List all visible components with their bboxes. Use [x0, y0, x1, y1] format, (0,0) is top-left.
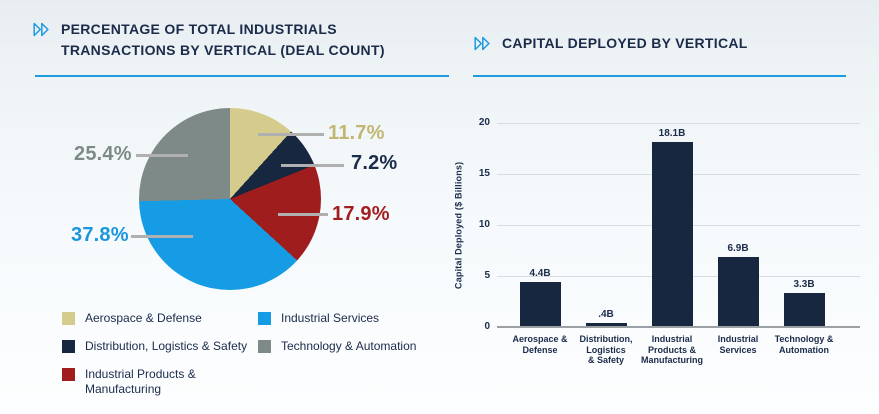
legend-swatch: [62, 312, 75, 325]
bar: [651, 142, 693, 327]
double-chevron-icon: [33, 22, 51, 42]
y-axis-tick-label: 5: [484, 270, 490, 281]
bar-value-label: .4B: [598, 308, 614, 320]
bar-value-label: 4.4B: [529, 268, 551, 280]
legend-label: Distribution, Logistics & Safety: [85, 339, 248, 353]
pie-label-leader-line: [258, 133, 324, 136]
pie-label-leader-line: [136, 154, 188, 157]
x-axis-category-label: Industrial Products & Manufacturing: [641, 334, 703, 365]
legend-label: Technology & Automation: [281, 339, 417, 353]
bar-value-label: 18.1B: [658, 128, 686, 140]
pie-label-leader-line: [278, 213, 328, 216]
legend-label: Industrial Services: [281, 311, 380, 325]
legend-item: Industrial Services: [258, 311, 438, 326]
y-axis-tick-label: 20: [478, 117, 490, 128]
bar-chart-bars: 4.4B .4B 18.1B 6.9B 3.3B: [507, 123, 837, 327]
double-chevron-icon: [474, 36, 492, 56]
x-axis-category-label: Aerospace & Defense: [512, 334, 568, 355]
legend-swatch: [62, 368, 75, 381]
legend-item: Distribution, Logistics & Safety: [62, 339, 257, 354]
y-axis-tick-label: 10: [478, 219, 490, 230]
pie-label-leader-line: [281, 164, 344, 167]
bar-slot: 6.9B: [705, 123, 771, 327]
legend-label: Aerospace & Defense: [85, 311, 202, 325]
legend-item: Aerospace & Defense: [62, 311, 257, 326]
pie-chart-header: PERCENTAGE OF TOTAL INDUSTRIALS TRANSACT…: [33, 19, 385, 61]
legend-label: Industrial Products & Manufacturing: [85, 367, 196, 396]
pie-slice-percentage-label: 25.4%: [74, 143, 132, 165]
pie-legend-column-2: Industrial Services Technology & Automati…: [258, 311, 438, 367]
pie-chart-title: PERCENTAGE OF TOTAL INDUSTRIALS TRANSACT…: [61, 19, 385, 61]
x-axis-category-label: Technology & Automation: [774, 334, 834, 355]
bar-chart-title: CAPITAL DEPLOYED BY VERTICAL: [502, 35, 748, 51]
pie-slice-percentage-label: 7.2%: [351, 152, 398, 174]
bar-slot: 3.3B: [771, 123, 837, 327]
y-axis-tick-label: 15: [478, 168, 490, 179]
bar-value-label: 6.9B: [727, 242, 749, 254]
legend-swatch: [258, 340, 271, 353]
bar-slot: 4.4B: [507, 123, 573, 327]
pie-chart-title-underline: [35, 75, 449, 77]
pie-label-leader-line: [131, 235, 193, 238]
x-axis-line: [497, 326, 860, 328]
bar: [783, 293, 825, 327]
x-axis-category-label: Distribution, Logistics & Safety: [579, 334, 633, 365]
bar-slot: 18.1B: [639, 123, 705, 327]
y-axis-tick-label: 0: [484, 321, 490, 332]
pie-slice-percentage-label: 37.8%: [71, 224, 129, 246]
legend-item: Industrial Products & Manufacturing: [62, 367, 257, 397]
pie-legend-column-1: Aerospace & Defense Distribution, Logisti…: [62, 311, 257, 410]
bar-chart-x-labels: Aerospace & Defense Distribution, Logisti…: [507, 334, 837, 366]
legend-swatch: [258, 312, 271, 325]
pie-chart: [139, 108, 321, 290]
pie-chart-title-line1: PERCENTAGE OF TOTAL INDUSTRIALS: [61, 21, 337, 37]
bar: [585, 322, 627, 327]
bar-slot: .4B: [573, 123, 639, 327]
bar-value-label: 3.3B: [793, 279, 815, 291]
bar-chart-plot-area: 4.4B .4B 18.1B 6.9B 3.3B: [497, 123, 860, 328]
bar: [717, 256, 759, 327]
bar-chart-header: CAPITAL DEPLOYED BY VERTICAL: [474, 33, 748, 56]
bar-chart-title-underline: [473, 75, 846, 77]
pie-slice-percentage-label: 17.9%: [332, 203, 390, 225]
pie-slice-percentage-label: 11.7%: [328, 122, 385, 144]
legend-item: Technology & Automation: [258, 339, 438, 354]
gridline: [497, 123, 860, 124]
bar: [519, 282, 561, 327]
pie-chart-title-line2: TRANSACTIONS BY VERTICAL (DEAL COUNT): [61, 42, 385, 58]
x-axis-category-label: Industrial Services: [717, 334, 759, 355]
legend-swatch: [62, 340, 75, 353]
